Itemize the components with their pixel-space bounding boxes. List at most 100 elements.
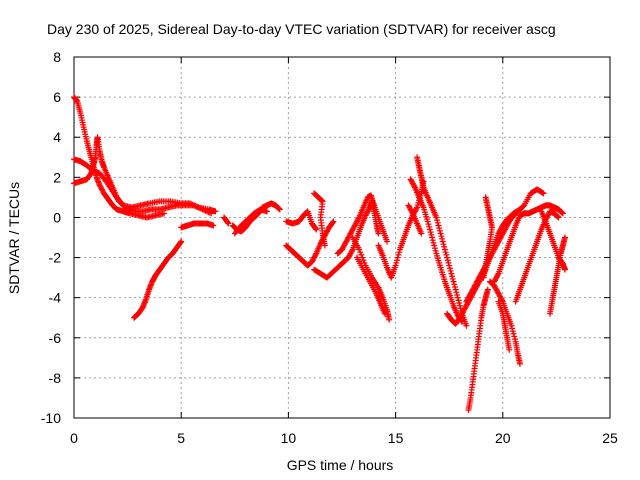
data-point (360, 257, 367, 264)
data-point (499, 297, 506, 304)
data-point (330, 218, 337, 225)
series-arc-5 (178, 220, 217, 231)
data-point (441, 246, 448, 253)
data-point (442, 249, 449, 256)
data-point (449, 275, 456, 282)
series-arc-22 (463, 186, 547, 305)
data-point (394, 254, 401, 261)
data-point (540, 190, 547, 197)
data-point (426, 226, 433, 233)
data-point (312, 251, 319, 258)
series-arc-4 (131, 238, 185, 321)
data-point (375, 230, 382, 237)
y-tick-label: 8 (53, 49, 61, 65)
data-point (554, 213, 561, 220)
series-arc-28 (538, 208, 568, 273)
data-point (349, 247, 356, 254)
data-point (436, 225, 443, 232)
data-point (381, 310, 388, 317)
data-point (392, 262, 399, 269)
x-tick-label: 10 (281, 430, 297, 446)
data-point (484, 286, 491, 293)
grid-lines (74, 57, 610, 418)
y-tick-label: -4 (49, 290, 62, 306)
series-arc-11 (311, 190, 328, 249)
y-tick-label: 2 (53, 169, 61, 185)
y-tick-label: -2 (49, 250, 62, 266)
series-arc-3 (71, 134, 219, 215)
data-point (440, 241, 447, 248)
data-point (276, 205, 283, 212)
series-arc-6 (221, 214, 232, 227)
data-point (433, 214, 440, 221)
x-tick-label: 20 (495, 430, 511, 446)
y-tick-labels: -10 -8 -6 -4 -2 0 2 4 6 8 (41, 49, 61, 426)
data-point (356, 246, 363, 253)
y-tick-label: -8 (49, 370, 62, 386)
data-point (559, 209, 566, 216)
data-point (358, 251, 365, 258)
series-arc-27 (512, 208, 562, 305)
series-arc-19 (405, 202, 425, 237)
data-point (429, 234, 436, 241)
data-point (411, 183, 418, 190)
data-point (178, 238, 185, 245)
data-point (454, 291, 461, 298)
series-arc-9 (283, 208, 320, 233)
series-arc-25 (495, 298, 513, 353)
data-point (431, 245, 438, 252)
data-point (361, 259, 368, 266)
data-point (429, 237, 436, 244)
data-point (313, 226, 320, 233)
data-point (161, 210, 168, 217)
data-point (438, 233, 445, 240)
data-point (437, 230, 444, 237)
data-point (396, 249, 403, 256)
series-arc-29 (546, 234, 568, 317)
data-point (539, 189, 546, 196)
series-arc-14 (349, 234, 393, 323)
data-point (463, 322, 470, 329)
x-tick-label: 15 (388, 430, 404, 446)
data-point (393, 259, 400, 266)
series-arc-21 (465, 286, 491, 413)
data-point (212, 208, 219, 215)
data-point (435, 222, 442, 229)
data-point (426, 223, 433, 230)
data-point (321, 242, 328, 249)
series-arc-23 (480, 194, 496, 281)
data-point (409, 209, 416, 216)
series-arc-26 (491, 202, 566, 285)
x-axis-label: GPS time / hours (287, 457, 394, 473)
data-point (447, 267, 454, 274)
data-point (432, 247, 439, 254)
data-point (384, 238, 391, 245)
data-point (225, 220, 232, 227)
data-point (511, 336, 518, 343)
data-point (453, 289, 460, 296)
y-tick-label: -6 (49, 330, 62, 346)
data-point (439, 238, 446, 245)
data-point (455, 297, 462, 304)
data-point (102, 177, 109, 184)
data-point (459, 318, 466, 325)
data-point (452, 286, 459, 293)
data-point (441, 243, 448, 250)
data-point (395, 251, 402, 258)
data-point (509, 325, 516, 332)
data-point (357, 249, 364, 256)
data-point (434, 219, 441, 226)
y-tick-label: 0 (53, 209, 61, 225)
data-point (446, 265, 453, 272)
series-arc-15 (354, 254, 388, 317)
data-point (456, 302, 463, 309)
series-arc-17 (414, 154, 470, 329)
data-point (511, 333, 518, 340)
data-point (430, 239, 437, 246)
data-point (427, 229, 434, 236)
data-point (509, 328, 516, 335)
series-arc-18 (407, 176, 466, 325)
data-point (450, 278, 457, 285)
data-point (444, 254, 451, 261)
